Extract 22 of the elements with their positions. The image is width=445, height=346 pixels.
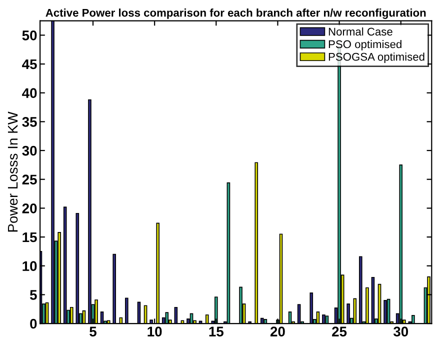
y-tick-label: 10 bbox=[22, 261, 37, 272]
y-tick-label: 15 bbox=[22, 232, 37, 242]
y-tick-label: 45 bbox=[22, 59, 37, 70]
chart-title: Active Power loss comparison for each branch after n/w reconfiguration bbox=[46, 8, 426, 19]
y-tick-label: 30 bbox=[22, 146, 37, 156]
x-tick-label: 15 bbox=[209, 326, 224, 336]
y-tick-label: 40 bbox=[22, 88, 37, 98]
y-axis-title: Power Losss In KW bbox=[8, 112, 18, 232]
y-tick-label: 0 bbox=[30, 318, 37, 329]
x-tick-label: 30 bbox=[393, 326, 408, 337]
legend-label: Normal Case bbox=[328, 27, 392, 36]
y-tick-label: 20 bbox=[22, 204, 37, 214]
y-tick-label: 50 bbox=[22, 30, 37, 40]
x-tick-label: 5 bbox=[90, 326, 96, 336]
x-tick-label: 10 bbox=[148, 326, 162, 336]
x-tick-label: 25 bbox=[332, 326, 347, 336]
legend-label: PSOGSA optimised bbox=[328, 52, 424, 63]
legend-label: PSO optimised bbox=[328, 40, 402, 50]
x-tick-label: 20 bbox=[270, 326, 285, 336]
y-tick-label: 25 bbox=[22, 174, 37, 185]
y-tick-label: 35 bbox=[22, 117, 37, 127]
y-tick-label: 5 bbox=[30, 290, 37, 300]
